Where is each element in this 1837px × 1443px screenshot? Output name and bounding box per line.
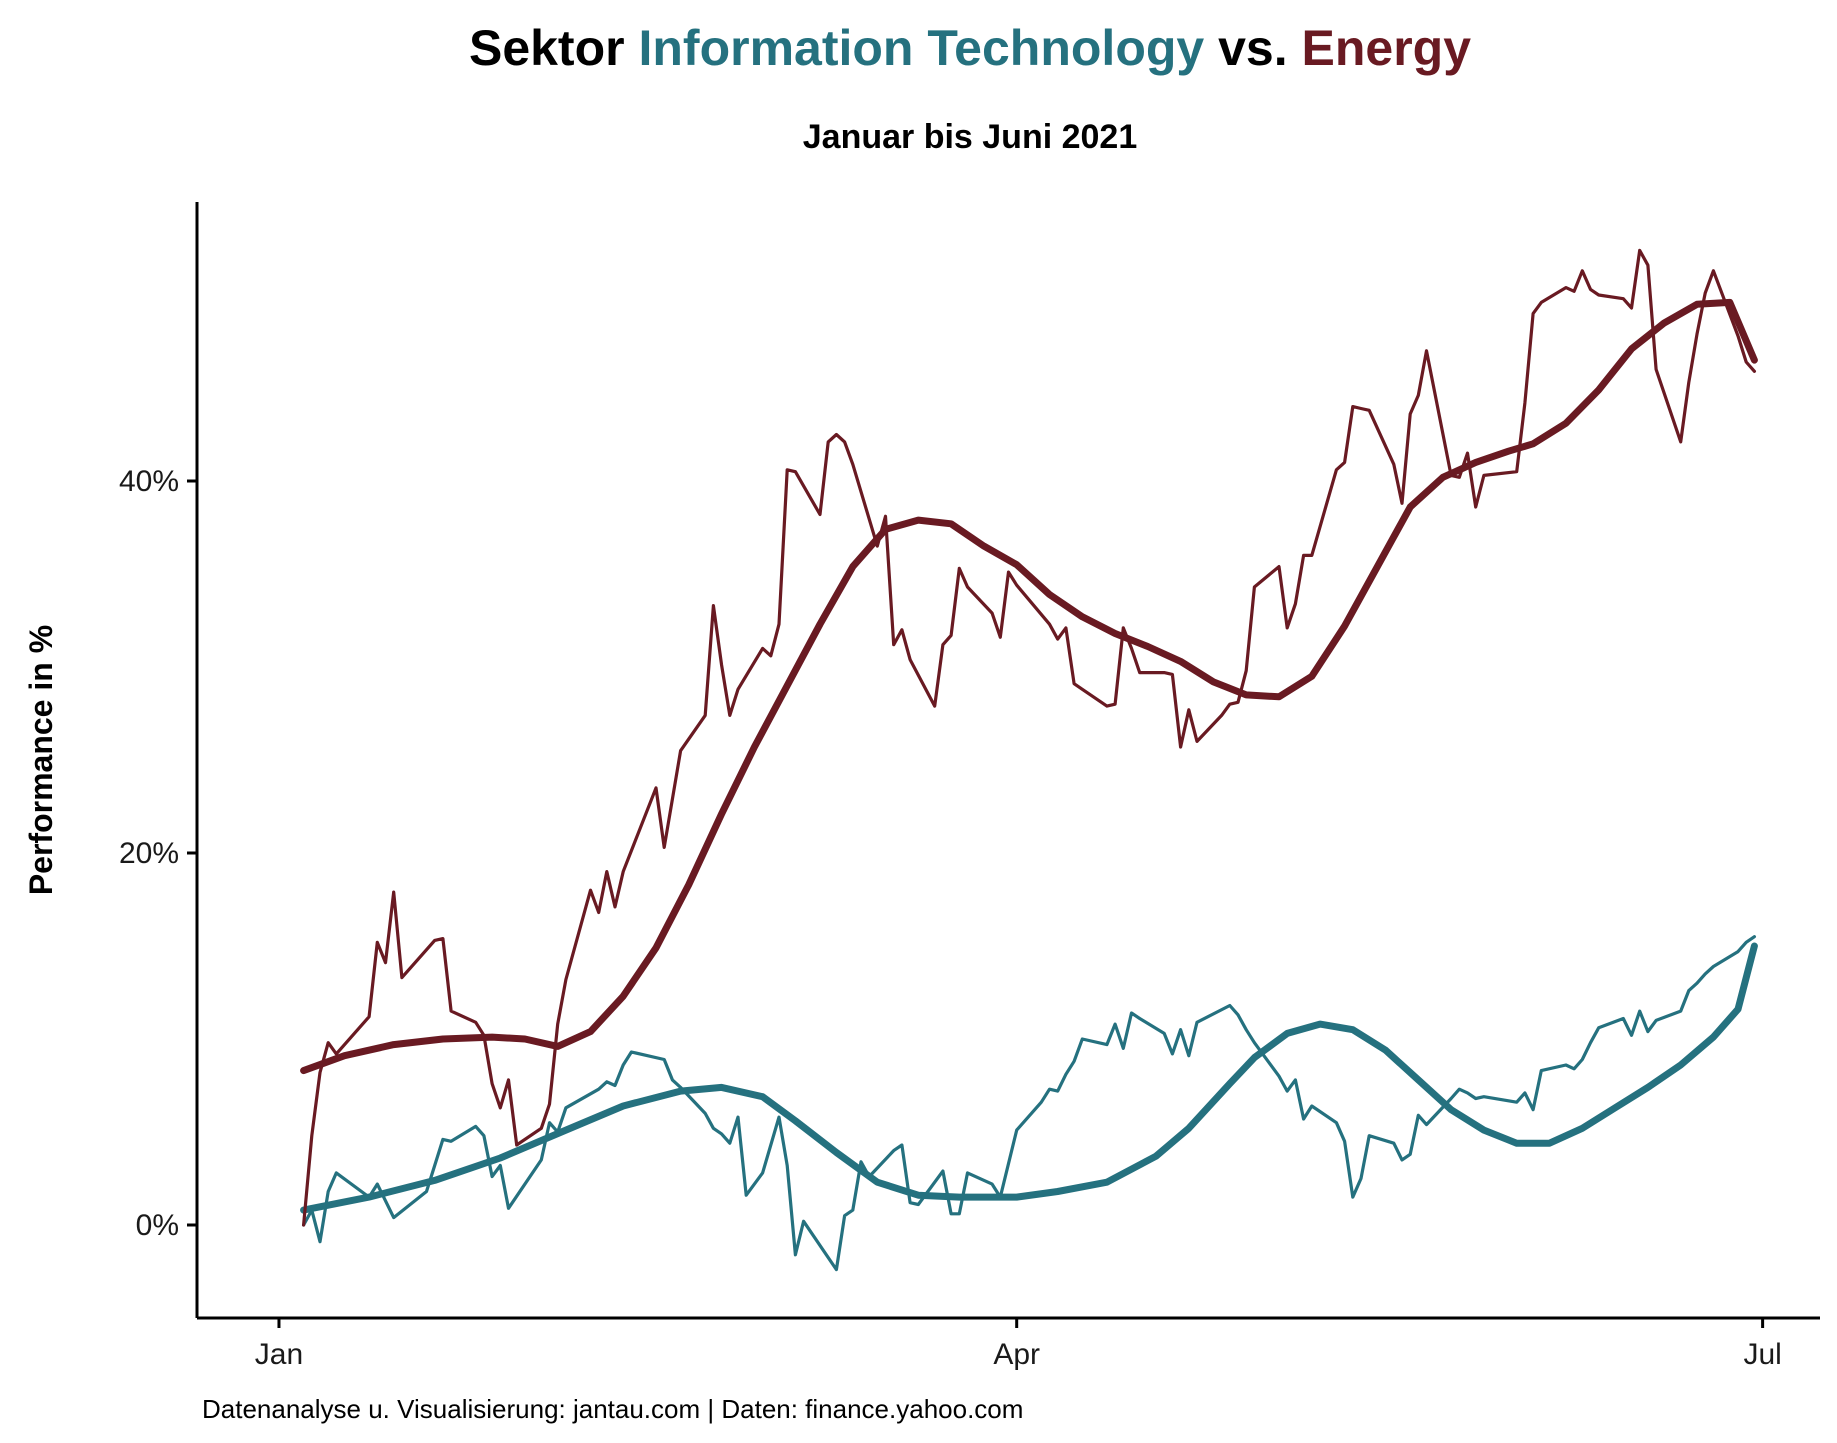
series-layer [300, 248, 1758, 1272]
chart-caption: Datenanalyse u. Visualisierung: jantau.c… [202, 1394, 1023, 1424]
series-line-information-technology-daily [302, 935, 1756, 1272]
y-tick-label: 40% [119, 465, 179, 498]
x-tick-label: Jul [1743, 1338, 1781, 1371]
y-axis-label: Performance in % [23, 625, 59, 895]
y-ticks: 0% 20% 40% [119, 465, 197, 1242]
title-part-it: Information Technology [638, 20, 1204, 76]
series-line-information-technology-trend [300, 942, 1758, 1214]
x-tick-label: Jan [255, 1338, 303, 1371]
series-line-energy-daily [302, 248, 1756, 1227]
title-part-vs: vs. [1204, 20, 1301, 76]
chart-title: Sektor Information Technology vs. Energy [469, 20, 1471, 76]
series-line-energy-trend [300, 298, 1758, 1075]
x-tick-label: Apr [993, 1338, 1040, 1371]
x-ticks: Jan Apr Jul [255, 1318, 1782, 1371]
title-part-energy: Energy [1302, 20, 1472, 76]
title-part-sektor: Sektor [469, 20, 639, 76]
y-tick-label: 20% [119, 837, 179, 870]
chart-subtitle: Januar bis Juni 2021 [803, 118, 1138, 156]
y-tick-label: 0% [136, 1209, 179, 1242]
